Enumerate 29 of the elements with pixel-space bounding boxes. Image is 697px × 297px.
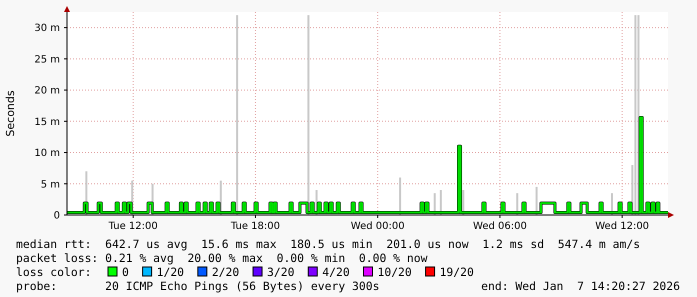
text: median rtt: 642.7 us avg 15.6 ms max 180.5 us min 201.0 us now 1.2 ms sd 547.4 m am/s — [16, 237, 640, 251]
x-tick-label: Wed 06:00 — [473, 221, 527, 232]
bar — [307, 15, 310, 215]
y-tick-label: 5 m — [40, 179, 60, 190]
text: 0 — [122, 265, 129, 279]
text: 4/20 — [322, 265, 350, 279]
x-tick-label: Wed 00:00 — [350, 221, 405, 232]
text: probe: 20 ICMP Echo Pings (56 Bytes) every 300s — [16, 279, 380, 293]
text: 3/20 — [267, 265, 295, 279]
bar — [399, 178, 402, 215]
x-tick-label: Wed 12:00 — [595, 221, 650, 232]
y-tick-label: 20 m — [34, 86, 60, 97]
y-axis-title: Seconds — [4, 90, 17, 137]
text: 1/20 — [156, 265, 184, 279]
text: loss color: — [16, 265, 92, 279]
y-tick-label: 30 m — [34, 23, 60, 34]
text: 19/20 — [440, 265, 474, 279]
text: 2/20 — [212, 265, 240, 279]
bar — [236, 15, 238, 215]
text: packet loss: 0.21 % avg 20.00 % max 0.00 % min 0.00 % now — [16, 251, 428, 265]
text: end: Wed Jan 7 14:20:27 2026 — [481, 279, 680, 293]
y-tick-label: 0 — [54, 210, 60, 222]
bar — [634, 15, 636, 215]
y-tick-label: 25 m — [34, 54, 60, 66]
text: 10/20 — [377, 265, 412, 279]
x-tick-label: Tue 18:00 — [230, 221, 280, 232]
x-tick-label: Tue 12:00 — [108, 221, 158, 232]
y-tick-label: 10 m — [34, 148, 60, 160]
y-tick-label: 15 m — [34, 116, 60, 128]
